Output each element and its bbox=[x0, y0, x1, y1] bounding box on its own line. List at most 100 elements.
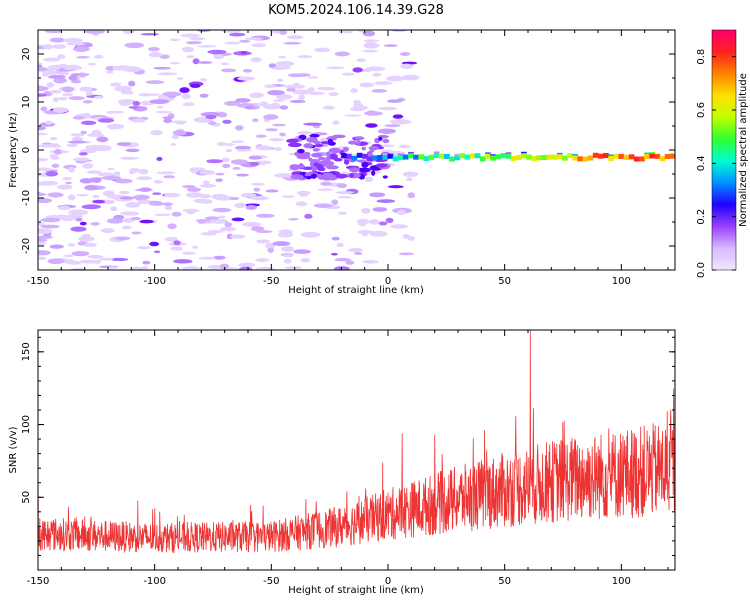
heatmap-cell bbox=[229, 32, 246, 37]
heatmap-cell bbox=[400, 63, 414, 70]
heatmap-cell bbox=[265, 128, 278, 132]
heatmap-cell bbox=[372, 72, 382, 77]
heatmap-cell bbox=[356, 140, 361, 146]
heatmap-cell bbox=[139, 219, 154, 224]
heatmap-cell bbox=[286, 35, 304, 40]
colorbar-tick-label: 0.8 bbox=[696, 49, 707, 65]
heatmap-cell bbox=[249, 92, 264, 99]
heatmap-cell bbox=[94, 95, 104, 99]
heatmap-cell bbox=[199, 77, 208, 82]
heatmap-cell bbox=[287, 142, 302, 148]
heatmap-cell bbox=[279, 105, 289, 110]
heatmap-cell bbox=[153, 180, 164, 184]
heatmap-cell bbox=[79, 148, 97, 154]
heatmap-cell bbox=[68, 166, 75, 173]
heatmap-cell bbox=[181, 93, 192, 100]
heatmap-cell bbox=[47, 74, 66, 79]
signal-trace-cell bbox=[572, 154, 579, 156]
heatmap-cell bbox=[128, 106, 139, 109]
heatmap-cell bbox=[383, 44, 398, 47]
y-tick-label: -10 bbox=[21, 190, 32, 206]
signal-trace-cell bbox=[541, 154, 548, 160]
heatmap-cell bbox=[122, 68, 138, 72]
signal-trace-cell bbox=[582, 156, 589, 162]
heatmap-cell bbox=[63, 38, 83, 43]
heatmap-cell bbox=[275, 60, 295, 67]
heatmap-cell bbox=[67, 194, 76, 201]
signal-trace-cell bbox=[367, 156, 373, 162]
heatmap-cell bbox=[78, 72, 87, 78]
signal-trace-cell bbox=[387, 153, 394, 159]
heatmap-cell bbox=[40, 70, 60, 74]
heatmap-cell bbox=[57, 64, 69, 69]
heatmap-cell bbox=[369, 192, 386, 198]
heatmap-cell bbox=[283, 41, 302, 45]
heatmap-cell bbox=[309, 91, 325, 96]
signal-trace-cell bbox=[556, 154, 563, 160]
heatmap-cell bbox=[63, 254, 74, 258]
heatmap-cell bbox=[179, 87, 190, 93]
heatmap-cell bbox=[271, 102, 280, 108]
heatmap-cell bbox=[62, 177, 73, 181]
signal-trace-cell bbox=[433, 152, 440, 158]
heatmap-cell bbox=[81, 120, 97, 126]
heatmap-cell bbox=[157, 72, 178, 76]
heatmap-cell bbox=[140, 33, 160, 36]
heatmap-cell bbox=[365, 110, 377, 116]
signal-trace-cell bbox=[490, 155, 496, 161]
signal-trace-cell bbox=[618, 153, 625, 159]
heatmap-cell bbox=[278, 55, 286, 59]
heatmap-cell bbox=[354, 136, 365, 140]
heatmap-cell bbox=[290, 174, 304, 180]
heatmap-cell bbox=[81, 233, 92, 237]
heatmap-cell bbox=[60, 258, 75, 264]
heatmap-cell bbox=[186, 209, 196, 215]
heatmap-cell bbox=[293, 249, 312, 254]
signal-trace-cell bbox=[428, 154, 435, 160]
heatmap-cell bbox=[272, 123, 287, 127]
heatmap-cell bbox=[38, 62, 43, 65]
signal-trace-cell bbox=[392, 156, 399, 162]
heatmap-cell bbox=[200, 111, 221, 117]
heatmap-cell bbox=[38, 132, 48, 136]
signal-trace-cell bbox=[551, 154, 558, 160]
signal-trace-cell bbox=[669, 153, 675, 159]
heatmap-cell bbox=[256, 239, 271, 244]
heatmap-cell bbox=[252, 118, 259, 122]
signal-trace-cell bbox=[623, 154, 630, 160]
x-tick-label: 50 bbox=[498, 276, 511, 287]
signal-trace-cell bbox=[608, 155, 614, 161]
heatmap-cell bbox=[274, 173, 294, 178]
heatmap-cell bbox=[108, 266, 117, 269]
signal-trace-cell bbox=[587, 155, 594, 161]
heatmap-cell bbox=[357, 230, 374, 234]
signal-trace-cell bbox=[490, 154, 496, 156]
heatmap-cell bbox=[81, 204, 102, 210]
heatmap-cell bbox=[85, 30, 105, 35]
heatmap-cell bbox=[205, 114, 217, 120]
heatmap-cell bbox=[326, 151, 331, 158]
figure-title: KOM5.2024.106.14.39.G28 bbox=[268, 3, 444, 18]
heatmap-cell bbox=[142, 260, 151, 265]
heatmap-cell bbox=[44, 30, 62, 34]
heatmap-cell bbox=[230, 234, 246, 239]
heatmap-cell bbox=[250, 195, 269, 201]
heatmap-cell bbox=[138, 93, 154, 97]
heatmap-cell bbox=[109, 82, 122, 87]
heatmap-cell bbox=[268, 138, 284, 142]
heatmap-cell bbox=[171, 211, 182, 217]
heatmap-cell bbox=[337, 211, 347, 215]
heatmap-cell bbox=[327, 138, 334, 145]
signal-trace-cell bbox=[408, 153, 414, 159]
signal-trace-cell bbox=[556, 152, 563, 155]
heatmap-cell bbox=[376, 199, 396, 203]
heatmap-cell bbox=[358, 221, 366, 227]
heatmap-cell bbox=[57, 54, 66, 59]
signal-trace-cell bbox=[608, 154, 614, 156]
heatmap-cell bbox=[325, 165, 339, 170]
heatmap-cell bbox=[72, 46, 90, 52]
heatmap-cell bbox=[347, 172, 361, 179]
signal-trace-cell bbox=[418, 154, 425, 160]
heatmap-cell bbox=[330, 153, 338, 158]
heatmap-cell bbox=[316, 86, 336, 91]
